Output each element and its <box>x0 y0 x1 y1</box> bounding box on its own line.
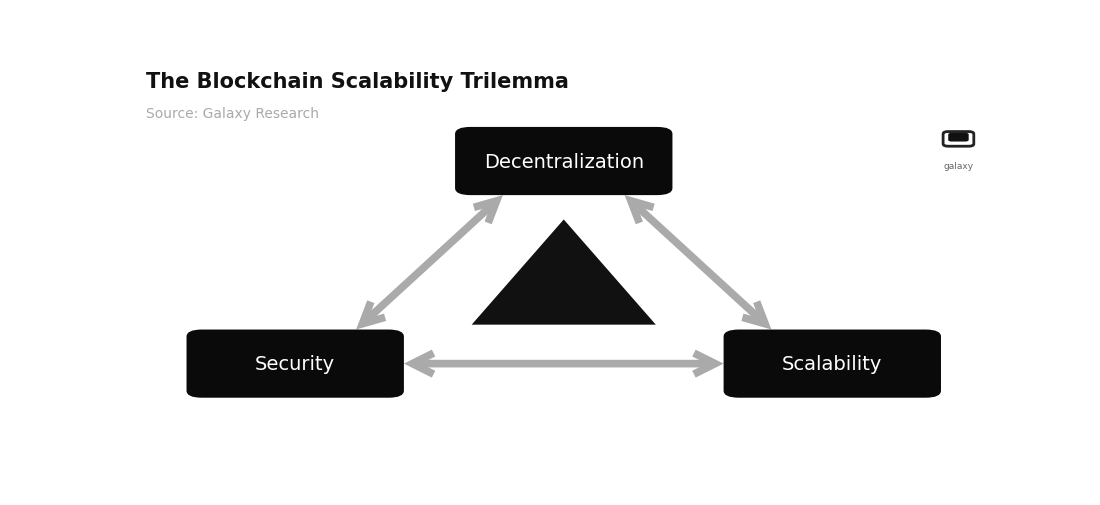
Text: Decentralization: Decentralization <box>484 152 644 171</box>
FancyBboxPatch shape <box>187 330 404 398</box>
Text: Source: Galaxy Research: Source: Galaxy Research <box>146 107 319 121</box>
FancyBboxPatch shape <box>724 330 940 398</box>
FancyBboxPatch shape <box>943 132 974 147</box>
FancyBboxPatch shape <box>455 128 672 196</box>
Text: The Blockchain Scalability Trilemma: The Blockchain Scalability Trilemma <box>146 72 569 92</box>
FancyBboxPatch shape <box>948 133 969 142</box>
Text: galaxy: galaxy <box>944 162 974 171</box>
Polygon shape <box>472 220 656 325</box>
Text: Scalability: Scalability <box>782 355 882 373</box>
Text: Security: Security <box>255 355 336 373</box>
